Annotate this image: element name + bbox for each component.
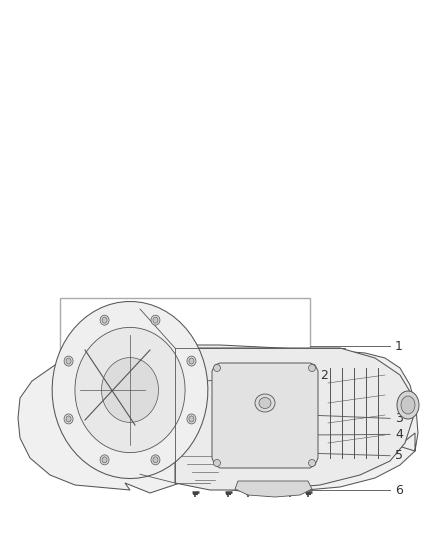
Ellipse shape bbox=[196, 430, 214, 439]
Ellipse shape bbox=[100, 315, 109, 325]
Polygon shape bbox=[102, 358, 159, 422]
Polygon shape bbox=[75, 327, 185, 453]
Ellipse shape bbox=[102, 457, 107, 463]
Ellipse shape bbox=[162, 326, 167, 331]
Ellipse shape bbox=[133, 378, 157, 388]
Text: 5: 5 bbox=[395, 449, 403, 462]
Ellipse shape bbox=[213, 459, 220, 466]
Polygon shape bbox=[18, 345, 418, 493]
Ellipse shape bbox=[123, 326, 128, 331]
Ellipse shape bbox=[397, 391, 419, 419]
Ellipse shape bbox=[187, 356, 196, 366]
Ellipse shape bbox=[189, 358, 194, 364]
Polygon shape bbox=[52, 302, 208, 479]
Ellipse shape bbox=[153, 457, 158, 463]
Ellipse shape bbox=[134, 391, 144, 399]
Ellipse shape bbox=[189, 416, 194, 422]
Ellipse shape bbox=[151, 315, 160, 325]
Text: 1: 1 bbox=[395, 340, 403, 353]
Ellipse shape bbox=[255, 394, 275, 412]
Ellipse shape bbox=[66, 358, 71, 364]
Ellipse shape bbox=[213, 365, 220, 372]
Polygon shape bbox=[212, 363, 318, 468]
Polygon shape bbox=[173, 455, 237, 456]
Polygon shape bbox=[157, 423, 253, 446]
Ellipse shape bbox=[117, 338, 173, 349]
Ellipse shape bbox=[64, 356, 73, 366]
Ellipse shape bbox=[173, 326, 180, 331]
Text: 2: 2 bbox=[320, 369, 328, 382]
Polygon shape bbox=[110, 324, 180, 343]
Polygon shape bbox=[175, 348, 413, 490]
Ellipse shape bbox=[110, 326, 117, 331]
Ellipse shape bbox=[308, 365, 315, 372]
Ellipse shape bbox=[64, 414, 73, 424]
Ellipse shape bbox=[126, 375, 164, 391]
Text: 3: 3 bbox=[395, 412, 403, 425]
Polygon shape bbox=[192, 472, 218, 480]
Polygon shape bbox=[181, 456, 229, 464]
Polygon shape bbox=[235, 481, 312, 497]
Ellipse shape bbox=[139, 381, 151, 385]
Bar bbox=[60, 298, 310, 405]
Ellipse shape bbox=[153, 317, 158, 323]
Ellipse shape bbox=[100, 455, 109, 465]
Ellipse shape bbox=[401, 396, 415, 414]
Polygon shape bbox=[187, 464, 223, 472]
Ellipse shape bbox=[259, 398, 271, 408]
Ellipse shape bbox=[66, 416, 71, 422]
Polygon shape bbox=[157, 441, 253, 455]
Text: 6: 6 bbox=[395, 484, 403, 497]
Ellipse shape bbox=[102, 317, 107, 323]
Ellipse shape bbox=[151, 455, 160, 465]
Ellipse shape bbox=[187, 414, 196, 424]
Ellipse shape bbox=[308, 459, 315, 466]
Text: 4: 4 bbox=[395, 428, 403, 441]
